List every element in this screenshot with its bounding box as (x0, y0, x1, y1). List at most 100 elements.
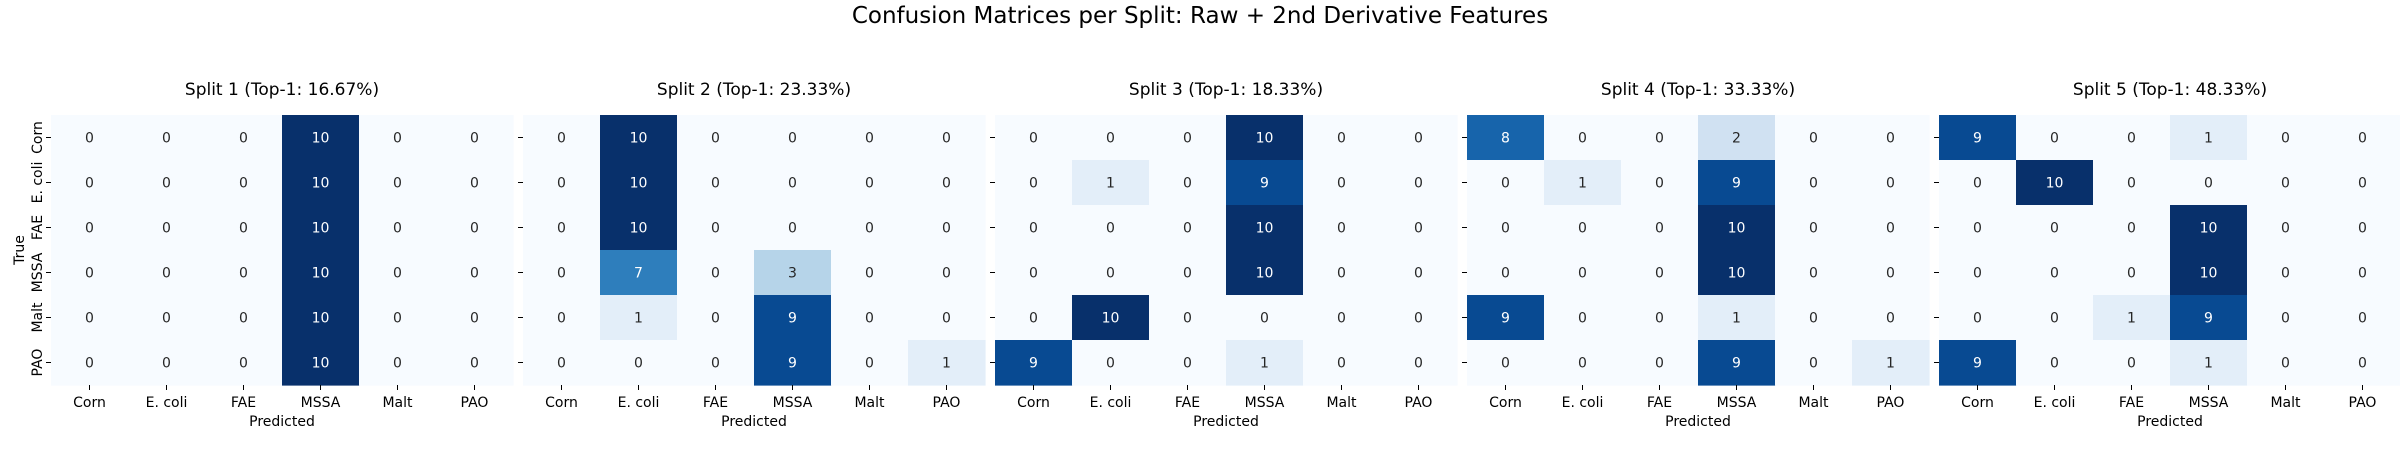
cell-value-label: 0 (1183, 131, 1192, 147)
heatmap-cell (2016, 205, 2094, 251)
y-tick-label: E. coli (30, 162, 46, 204)
heatmap-cell (2170, 160, 2248, 206)
cell-value-label: 0 (1809, 176, 1818, 192)
cell-value-label: 0 (470, 176, 479, 192)
heatmap-cell (205, 205, 283, 251)
heatmap-cell (1226, 205, 1304, 251)
cell-value-label: 10 (630, 131, 648, 147)
heatmap-cell (2324, 295, 2400, 341)
cell-value-label: 0 (1886, 311, 1895, 327)
heatmap-cell (2247, 295, 2325, 341)
heatmap-cell (1072, 115, 1150, 161)
heatmap-cell (1226, 115, 1304, 161)
heatmap-cell (1072, 205, 1150, 251)
cell-value-label: 0 (1809, 221, 1818, 237)
cell-value-label: 0 (2358, 266, 2367, 282)
cell-value-label: 0 (162, 131, 171, 147)
heatmap-cell (1775, 250, 1853, 296)
cell-value-label: 0 (942, 311, 951, 327)
cell-value-label: 0 (393, 311, 402, 327)
cell-value-label: 0 (393, 221, 402, 237)
heatmap-cell (1226, 250, 1304, 296)
cell-value-label: 0 (942, 221, 951, 237)
cell-value-label: 0 (634, 356, 643, 372)
heatmap-cell (1775, 295, 1853, 341)
heatmap-cell (359, 115, 437, 161)
heatmap-cell (282, 295, 360, 341)
cell-value-label: 9 (788, 311, 797, 327)
heatmap-cell (1852, 205, 1930, 251)
heatmap-cell (128, 115, 206, 161)
cell-value-label: 0 (1029, 176, 1038, 192)
heatmap-cell (831, 205, 909, 251)
heatmap-cell (2170, 205, 2248, 251)
cell-value-label: 0 (1809, 356, 1818, 372)
cell-value-label: 0 (239, 221, 248, 237)
heatmap-cell (1467, 205, 1545, 251)
cell-value-label: 0 (1578, 356, 1587, 372)
heatmap-cell (436, 160, 514, 206)
cell-value-label: 0 (1886, 131, 1895, 147)
cell-value-label: 0 (85, 266, 94, 282)
cell-value-label: 0 (1414, 311, 1423, 327)
x-axis-label: Predicted (721, 414, 787, 430)
cell-value-label: 9 (1973, 131, 1982, 147)
cell-value-label: 10 (630, 176, 648, 192)
cell-value-label: 0 (470, 311, 479, 327)
cell-value-label: 0 (85, 131, 94, 147)
x-tick-label: Malt (1798, 395, 1829, 411)
cell-value-label: 0 (2050, 356, 2059, 372)
heatmap-cell (600, 340, 678, 386)
cell-value-label: 1 (1732, 311, 1741, 327)
heatmap-cell (359, 205, 437, 251)
cell-value-label: 0 (1501, 221, 1510, 237)
heatmap-cell (2016, 340, 2094, 386)
cell-value-label: 0 (1655, 221, 1664, 237)
cell-value-label: 0 (85, 311, 94, 327)
cell-value-label: 0 (1029, 311, 1038, 327)
cell-value-label: 0 (1337, 356, 1346, 372)
x-axis-label: Predicted (1193, 414, 1259, 430)
heatmap-cell (677, 205, 755, 251)
heatmap-cell (677, 340, 755, 386)
x-tick-label: MSSA (1717, 395, 1757, 411)
heatmap-cell (2170, 295, 2248, 341)
heatmap-cell (523, 115, 601, 161)
y-tick-label: Corn (30, 121, 46, 154)
cell-value-label: 7 (634, 266, 643, 282)
heatmap-cell (1544, 295, 1622, 341)
cell-value-label: 0 (1414, 356, 1423, 372)
cell-value-label: 0 (1578, 131, 1587, 147)
cell-value-label: 3 (788, 266, 797, 282)
heatmap-cell (908, 295, 986, 341)
heatmap-cell (995, 160, 1073, 206)
cell-value-label: 0 (2050, 131, 2059, 147)
heatmap-cell (205, 160, 283, 206)
x-tick-label: E. coli (2034, 395, 2076, 411)
x-tick-label: Corn (1489, 395, 1522, 411)
cell-value-label: 0 (239, 131, 248, 147)
heatmap-cell (2247, 205, 2325, 251)
heatmap-cell (1775, 205, 1853, 251)
cell-value-label: 0 (470, 221, 479, 237)
heatmap-cell (2093, 340, 2171, 386)
heatmap-cell (128, 340, 206, 386)
cell-value-label: 9 (1260, 176, 1269, 192)
cell-value-label: 0 (85, 356, 94, 372)
cell-value-label: 0 (1973, 176, 1982, 192)
x-tick-label: PAO (933, 395, 961, 411)
x-tick-label: Malt (854, 395, 885, 411)
heatmap-cell (359, 250, 437, 296)
x-tick-label: E. coli (146, 395, 188, 411)
heatmap-cell (359, 340, 437, 386)
heatmap-cell (831, 250, 909, 296)
heatmap-cell (1939, 160, 2017, 206)
heatmap-cell (1621, 160, 1699, 206)
cell-value-label: 0 (1106, 221, 1115, 237)
cell-value-label: 0 (2127, 221, 2136, 237)
cell-value-label: 10 (1728, 221, 1746, 237)
cell-value-label: 0 (1337, 266, 1346, 282)
x-tick-label: PAO (1877, 395, 1905, 411)
heatmap-cell (754, 295, 832, 341)
